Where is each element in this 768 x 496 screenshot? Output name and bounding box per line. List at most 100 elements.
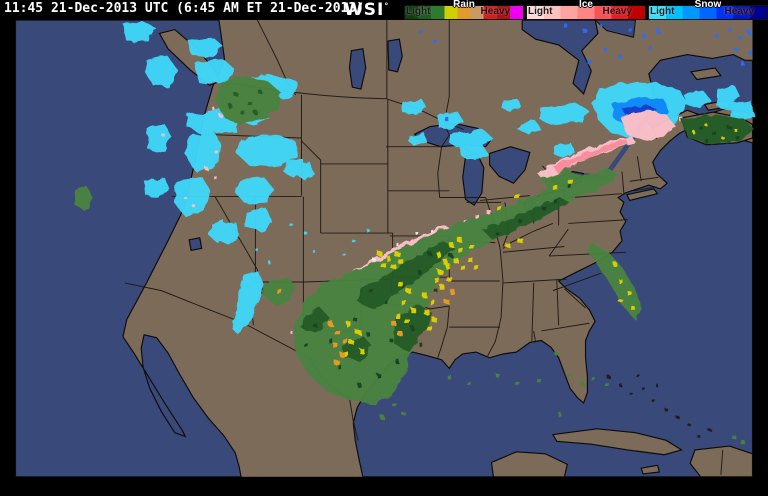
precip-cell-heavy_rain bbox=[401, 300, 407, 306]
precip-cell-heavy_rain bbox=[431, 317, 437, 323]
rain-label: Rain bbox=[453, 0, 475, 10]
precip-cell-rain bbox=[591, 377, 596, 381]
precip-cell-heavy_rain bbox=[405, 319, 410, 325]
ice-scale-bar bbox=[526, 5, 646, 20]
precip-blob-snow bbox=[407, 133, 428, 147]
precip-legend: Rain Light Heavy Ice Light Heavy Snow Li… bbox=[404, 0, 768, 20]
precip-cell-rain bbox=[401, 411, 406, 416]
precip-cell-heavy_rain bbox=[474, 265, 480, 271]
precip-cell-heavy_rain bbox=[433, 277, 439, 282]
precip-cell-heavy_rain bbox=[630, 305, 635, 310]
precip-cell-snow_speck bbox=[433, 40, 438, 44]
precip-cell-snow_speck bbox=[714, 33, 718, 38]
precip-cell-islet bbox=[687, 423, 691, 426]
precip-cell-rain_darker bbox=[704, 139, 709, 143]
precip-cell-snow_speck bbox=[618, 54, 622, 59]
precip-blob-snow bbox=[214, 221, 240, 245]
precip-cell-heavy_rain bbox=[460, 265, 466, 271]
precip-cell-rain_darker bbox=[735, 135, 740, 139]
yucatan bbox=[490, 451, 568, 478]
precip-cell-snow_speck bbox=[444, 116, 449, 121]
precip-cell-ice bbox=[474, 213, 479, 218]
precip-cell-rain_dark bbox=[253, 110, 258, 115]
precip-cell-ice bbox=[192, 204, 195, 208]
precip-cell-heavy_rain bbox=[469, 244, 475, 250]
precip-blob-snow bbox=[716, 85, 741, 111]
precip-blob-rain_dark bbox=[358, 240, 456, 310]
precip-cell-snow_speck bbox=[583, 29, 588, 34]
long-island bbox=[625, 188, 659, 202]
precip-cell-islet bbox=[629, 392, 633, 396]
precip-cell-severe_rain bbox=[391, 321, 397, 327]
precip-cell-rain_darker bbox=[518, 219, 523, 224]
legend-ice: Ice Light Heavy bbox=[526, 0, 646, 20]
precip-cell-rain bbox=[380, 415, 384, 420]
precip-cell-rain bbox=[447, 375, 452, 379]
precip-cell-ice bbox=[215, 150, 218, 154]
precip-cell-rain bbox=[579, 380, 584, 385]
precip-cell-snow_speck bbox=[627, 27, 632, 32]
precip-cell-snow_speck bbox=[733, 46, 738, 51]
hudson-bay bbox=[521, 20, 599, 95]
precip-cell-rain_darker bbox=[357, 382, 361, 387]
precip-blob-snow bbox=[122, 20, 156, 44]
precip-cell-snow_speck bbox=[563, 23, 568, 28]
precip-cell-snow_speck bbox=[602, 46, 607, 51]
precip-cell-heavy_rain bbox=[399, 259, 405, 265]
lake-huron bbox=[488, 146, 531, 184]
precip-cell-rain_darker bbox=[395, 359, 400, 364]
great-salt-lake bbox=[188, 237, 203, 251]
precip-cell-severe_rain bbox=[336, 330, 341, 336]
precip-blob-rain_dark bbox=[341, 334, 373, 362]
precip-cell-rain bbox=[741, 440, 745, 445]
precip-blob-snow bbox=[144, 177, 170, 199]
precip-cell-heavy_rain bbox=[424, 309, 430, 315]
precip-cell-rain_darker bbox=[495, 231, 500, 235]
precip-cell-rain_dark bbox=[246, 100, 251, 105]
precip-cell-rain_darker bbox=[337, 365, 342, 370]
precip-cell-snow bbox=[255, 248, 259, 252]
precip-cell-ice bbox=[205, 167, 209, 171]
precip-cell-heavy_rain bbox=[612, 261, 617, 266]
precip-cell-heavy_rain bbox=[407, 288, 412, 294]
legend-snow: Snow Light Heavy bbox=[648, 0, 768, 20]
precip-cell-snow_speck bbox=[656, 29, 661, 34]
precip-cell-severe_rain bbox=[443, 298, 449, 304]
precip-blob-rain_dark bbox=[481, 196, 570, 241]
precip-cell-islet bbox=[675, 415, 679, 419]
precip-cell-rain bbox=[558, 413, 563, 418]
precip-cell-heavy_rain bbox=[385, 256, 391, 261]
precip-cell-rain bbox=[391, 401, 396, 406]
precip-cell-rain_darker bbox=[366, 332, 371, 337]
precip-cell-ice bbox=[184, 196, 188, 200]
precip-cell-rain_dark bbox=[257, 89, 262, 93]
snow-light-label: Light bbox=[650, 6, 675, 17]
precip-cell-heavy_rain bbox=[439, 284, 445, 290]
precip-cell-severe_rain bbox=[328, 321, 334, 327]
precip-cell-heavy_rain bbox=[449, 242, 455, 248]
precip-blob-rain_dark bbox=[302, 305, 330, 333]
precip-blob-rain bbox=[541, 169, 585, 192]
precip-cell-snow bbox=[266, 259, 270, 263]
precip-cell-islet bbox=[696, 434, 700, 438]
precip-cell-snow_speck bbox=[748, 50, 753, 55]
precip-cell-rain_darker bbox=[389, 338, 394, 343]
precip-blob-snow bbox=[173, 177, 211, 218]
precip-cell-heavy_rain bbox=[395, 313, 401, 319]
precip-cell-heavy_rain bbox=[355, 329, 361, 334]
precip-cell-mixed bbox=[430, 229, 433, 233]
precip-blob-rain bbox=[74, 186, 94, 211]
precip-cell-rain_darker bbox=[368, 288, 373, 293]
precip-cell-rain_darker bbox=[384, 300, 388, 305]
precip-cell-heavy_rain bbox=[458, 248, 464, 254]
precip-cell-heavy_rain bbox=[376, 250, 382, 256]
legend-rain: Rain Light Heavy bbox=[404, 0, 524, 20]
precip-cell-severe_rain bbox=[334, 359, 339, 365]
precip-cell-rain bbox=[604, 382, 609, 387]
precip-blob-ice bbox=[620, 110, 675, 141]
precip-blob-ice_deep bbox=[552, 139, 629, 175]
precip-cell-rain bbox=[466, 380, 471, 385]
hispaniola bbox=[689, 445, 754, 478]
precip-cell-heavy_rain bbox=[380, 261, 385, 267]
